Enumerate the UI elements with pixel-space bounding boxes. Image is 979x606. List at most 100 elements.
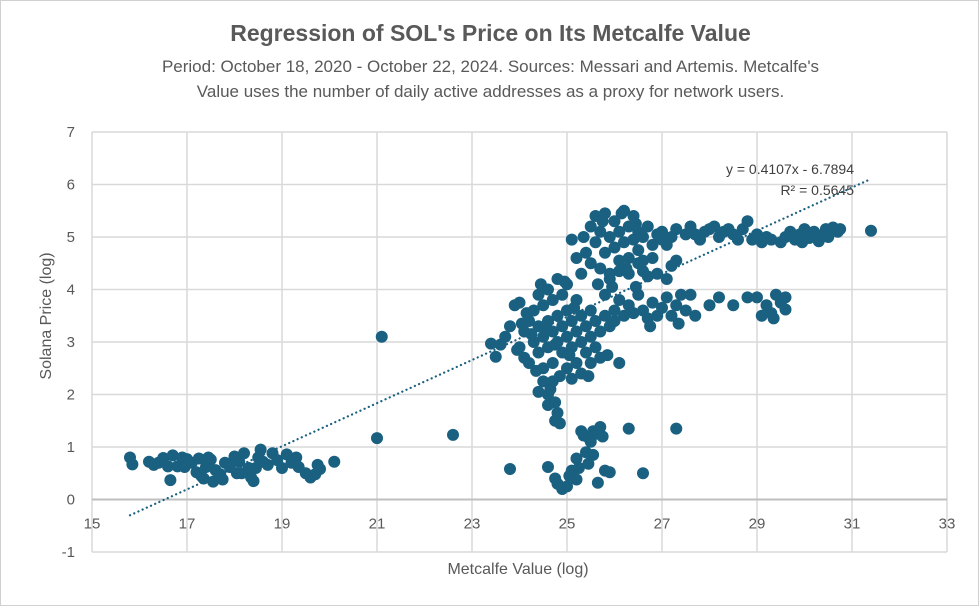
y-axis-label: Solana Price (log) (38, 252, 55, 379)
data-point (580, 246, 592, 259)
data-point (646, 238, 659, 251)
data-point (629, 217, 642, 230)
data-point (261, 458, 274, 471)
data-point (644, 320, 657, 333)
data-point (515, 317, 528, 330)
data-point (751, 291, 763, 304)
data-point (164, 474, 177, 487)
x-tick-label: 17 (179, 516, 196, 533)
data-point (162, 460, 174, 473)
data-point (504, 320, 516, 333)
data-point (779, 291, 792, 304)
data-point (582, 457, 595, 470)
data-point (582, 431, 595, 444)
data-point (613, 294, 626, 306)
data-point (276, 462, 288, 474)
data-point (672, 317, 685, 330)
data-point (565, 233, 578, 246)
data-point (606, 280, 619, 293)
data-points (124, 204, 877, 495)
data-point (629, 280, 642, 293)
x-tick-label: 31 (844, 516, 861, 533)
data-point (613, 265, 626, 278)
data-point (546, 357, 559, 369)
data-point (570, 452, 583, 465)
data-point (603, 231, 616, 243)
data-point (525, 328, 538, 341)
chart-subtitle-line1: Period: October 18, 2020 - October 22, 2… (161, 57, 820, 76)
data-point (542, 460, 554, 473)
data-point (499, 330, 512, 343)
y-tick-label: 0 (67, 492, 75, 509)
data-point (553, 417, 566, 430)
data-point (216, 473, 229, 486)
x-tick-label: 33 (939, 516, 956, 533)
data-point (532, 288, 545, 301)
data-point (530, 364, 543, 377)
y-tick-label: 3 (67, 334, 75, 351)
data-point (580, 320, 592, 333)
data-point (570, 325, 583, 338)
data-point (584, 257, 597, 270)
data-point (594, 325, 607, 338)
data-point (532, 346, 545, 359)
data-point (561, 362, 573, 375)
data-point (618, 309, 630, 322)
data-point (689, 228, 702, 241)
data-point (603, 267, 616, 280)
data-point (561, 330, 573, 343)
data-point (660, 238, 673, 251)
x-tick-label: 27 (654, 516, 671, 533)
data-point (665, 309, 678, 322)
data-point (584, 357, 597, 369)
data-point (570, 252, 583, 264)
data-point (594, 262, 607, 275)
y-tick-label: 5 (67, 229, 75, 246)
x-tick-label: 19 (274, 516, 291, 533)
data-point (741, 291, 754, 304)
data-point (537, 375, 550, 388)
data-point (591, 278, 604, 291)
data-point (568, 301, 581, 314)
data-point (779, 303, 792, 316)
data-point (627, 307, 640, 320)
data-point (375, 330, 388, 343)
trendline-r2: R² = 0.5645 (780, 182, 854, 198)
x-tick-label: 15 (84, 516, 101, 533)
data-point (534, 278, 547, 291)
data-point (532, 385, 545, 398)
data-point (520, 307, 533, 320)
data-point (589, 236, 602, 249)
data-point (670, 223, 683, 236)
data-point (587, 448, 600, 461)
data-point (608, 304, 621, 317)
data-point (249, 462, 262, 474)
data-point (608, 315, 621, 327)
x-tick-label: 25 (559, 516, 576, 533)
data-point (192, 452, 205, 465)
data-point (570, 357, 583, 369)
data-point (511, 343, 524, 356)
data-point (561, 480, 573, 493)
data-point (575, 336, 588, 348)
data-point (565, 372, 578, 385)
data-point (613, 357, 626, 369)
trendline-equation: y = 0.4107x - 6.7894 (726, 161, 854, 177)
data-point (679, 304, 692, 317)
data-point (622, 252, 635, 264)
data-point (563, 349, 576, 362)
data-point (618, 236, 630, 249)
data-point (371, 432, 383, 445)
data-point (589, 341, 602, 354)
data-point (637, 467, 649, 480)
data-point (613, 254, 626, 267)
data-point (798, 223, 811, 236)
data-point (656, 225, 668, 238)
data-point (584, 330, 597, 343)
data-point (580, 346, 592, 359)
data-point (670, 422, 683, 435)
data-point (613, 225, 626, 238)
data-point (603, 466, 616, 479)
